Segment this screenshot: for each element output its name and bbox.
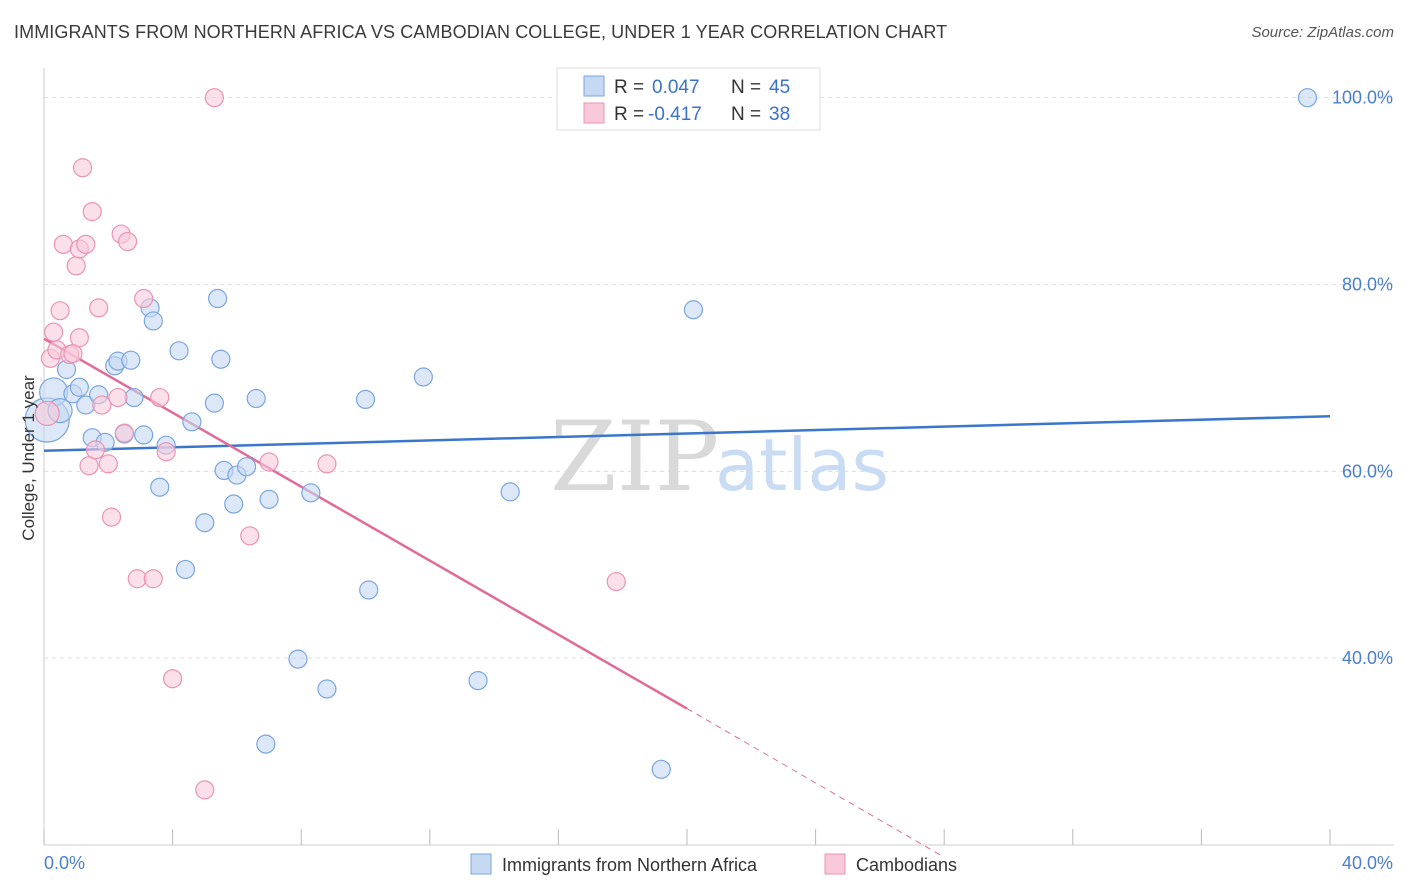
y-tick-label-2: 80.0%: [1342, 275, 1393, 295]
point-pink-18: [98, 454, 118, 474]
data-points: [24, 88, 1318, 800]
point-pink-26: [143, 569, 163, 589]
point-pink-4: [50, 301, 70, 321]
series-legend-label-blue: Immigrants from Northern Africa: [502, 855, 758, 875]
point-blue-25: [208, 288, 228, 309]
point-blue-44: [1297, 88, 1318, 108]
y-tick-label-0: 40.0%: [1342, 648, 1393, 668]
point-blue-40: [468, 670, 488, 691]
point-pink-12: [72, 158, 93, 178]
series-legend-swatch-pink: [824, 853, 846, 875]
point-pink-24: [127, 569, 147, 589]
point-blue-17: [143, 311, 163, 331]
point-blue-14: [124, 387, 144, 408]
watermark-zip: ZIP: [550, 401, 719, 513]
point-pink-16: [89, 298, 109, 318]
point-blue-22: [182, 412, 202, 432]
point-pink-5: [53, 234, 73, 254]
point-blue-35: [301, 483, 321, 503]
axes: [43, 68, 1394, 846]
point-blue-20: [169, 341, 189, 361]
point-pink-14: [82, 202, 102, 222]
point-blue-42: [651, 759, 671, 779]
point-blue-18: [150, 477, 170, 497]
point-blue-37: [355, 389, 376, 410]
point-pink-34: [317, 454, 337, 474]
point-blue-38: [359, 580, 379, 600]
point-pink-30: [195, 780, 215, 800]
series-legend-swatch-blue: [470, 853, 492, 875]
series-legend: Immigrants from Northern Africa Cambodia…: [470, 853, 957, 875]
x-tick-label-0: 0.0%: [44, 853, 85, 873]
point-blue-23: [195, 513, 215, 533]
y-tick-label-3: 100.0%: [1332, 88, 1393, 108]
point-pink-32: [240, 526, 260, 546]
point-pink-15: [85, 440, 106, 460]
point-pink-35: [606, 571, 626, 592]
point-pink-0: [34, 400, 60, 427]
point-blue-5: [69, 377, 89, 397]
legend-r-value-2: -0.417: [648, 104, 702, 125]
point-pink-10: [69, 328, 89, 348]
legend-swatch-blue: [583, 75, 605, 97]
trend-line-blue: [43, 414, 1331, 453]
trend-line-pink-extension: [686, 708, 945, 858]
point-blue-34: [288, 649, 308, 669]
point-blue-32: [256, 734, 276, 754]
legend-swatch-pink: [583, 102, 605, 124]
legend-n-value-1: 45: [769, 77, 790, 98]
point-blue-26: [211, 349, 231, 369]
point-blue-24: [204, 393, 224, 413]
legend-r-label-1: R =: [614, 77, 644, 98]
point-blue-39: [413, 367, 433, 387]
point-pink-25: [134, 288, 154, 309]
point-blue-28: [224, 494, 244, 514]
point-pink-11: [76, 234, 96, 254]
legend-n-value-2: 38: [769, 104, 790, 125]
point-blue-36: [317, 679, 337, 699]
point-pink-29: [163, 669, 183, 689]
point-pink-19: [101, 507, 122, 527]
point-pink-23: [117, 231, 138, 252]
point-blue-15: [134, 425, 154, 445]
point-pink-17: [92, 395, 112, 415]
x-tick-label-1: 40.0%: [1342, 853, 1393, 873]
point-blue-21: [175, 559, 196, 580]
legend-n-label-1: N =: [731, 77, 761, 98]
legend-n-label-2: N =: [731, 104, 761, 125]
point-blue-43: [683, 300, 704, 320]
y-tick-label-1: 60.0%: [1342, 461, 1393, 481]
legend-r-value-1: 0.047: [652, 77, 700, 98]
watermark: ZIP atlas: [550, 401, 889, 513]
point-blue-13: [121, 350, 141, 370]
point-pink-22: [114, 423, 134, 443]
point-pink-31: [204, 88, 224, 108]
point-pink-28: [156, 442, 176, 462]
legend-r-label-2: R =: [614, 104, 644, 125]
point-pink-20: [108, 387, 128, 408]
point-blue-41: [500, 482, 520, 502]
stats-legend: R = 0.047 N = 45 R = -0.417 N = 38: [556, 67, 821, 131]
point-blue-30: [236, 457, 257, 477]
point-pink-27: [150, 387, 170, 408]
point-blue-31: [246, 388, 266, 409]
watermark-atlas: atlas: [715, 423, 889, 507]
y-axis-label: College, Under 1 year: [19, 375, 38, 541]
point-pink-2: [44, 322, 64, 342]
tick-labels: 40.0% 60.0% 80.0% 100.0% 0.0% 40.0%: [44, 88, 1393, 873]
grid-lines: [44, 97, 1394, 659]
point-pink-8: [66, 256, 86, 276]
source-credit: Source: ZipAtlas.com: [1251, 24, 1394, 41]
point-pink-33: [259, 452, 279, 472]
point-blue-33: [259, 489, 279, 509]
series-legend-label-pink: Cambodians: [856, 855, 957, 875]
chart-title: IMMIGRANTS FROM NORTHERN AFRICA VS CAMBO…: [14, 22, 948, 42]
